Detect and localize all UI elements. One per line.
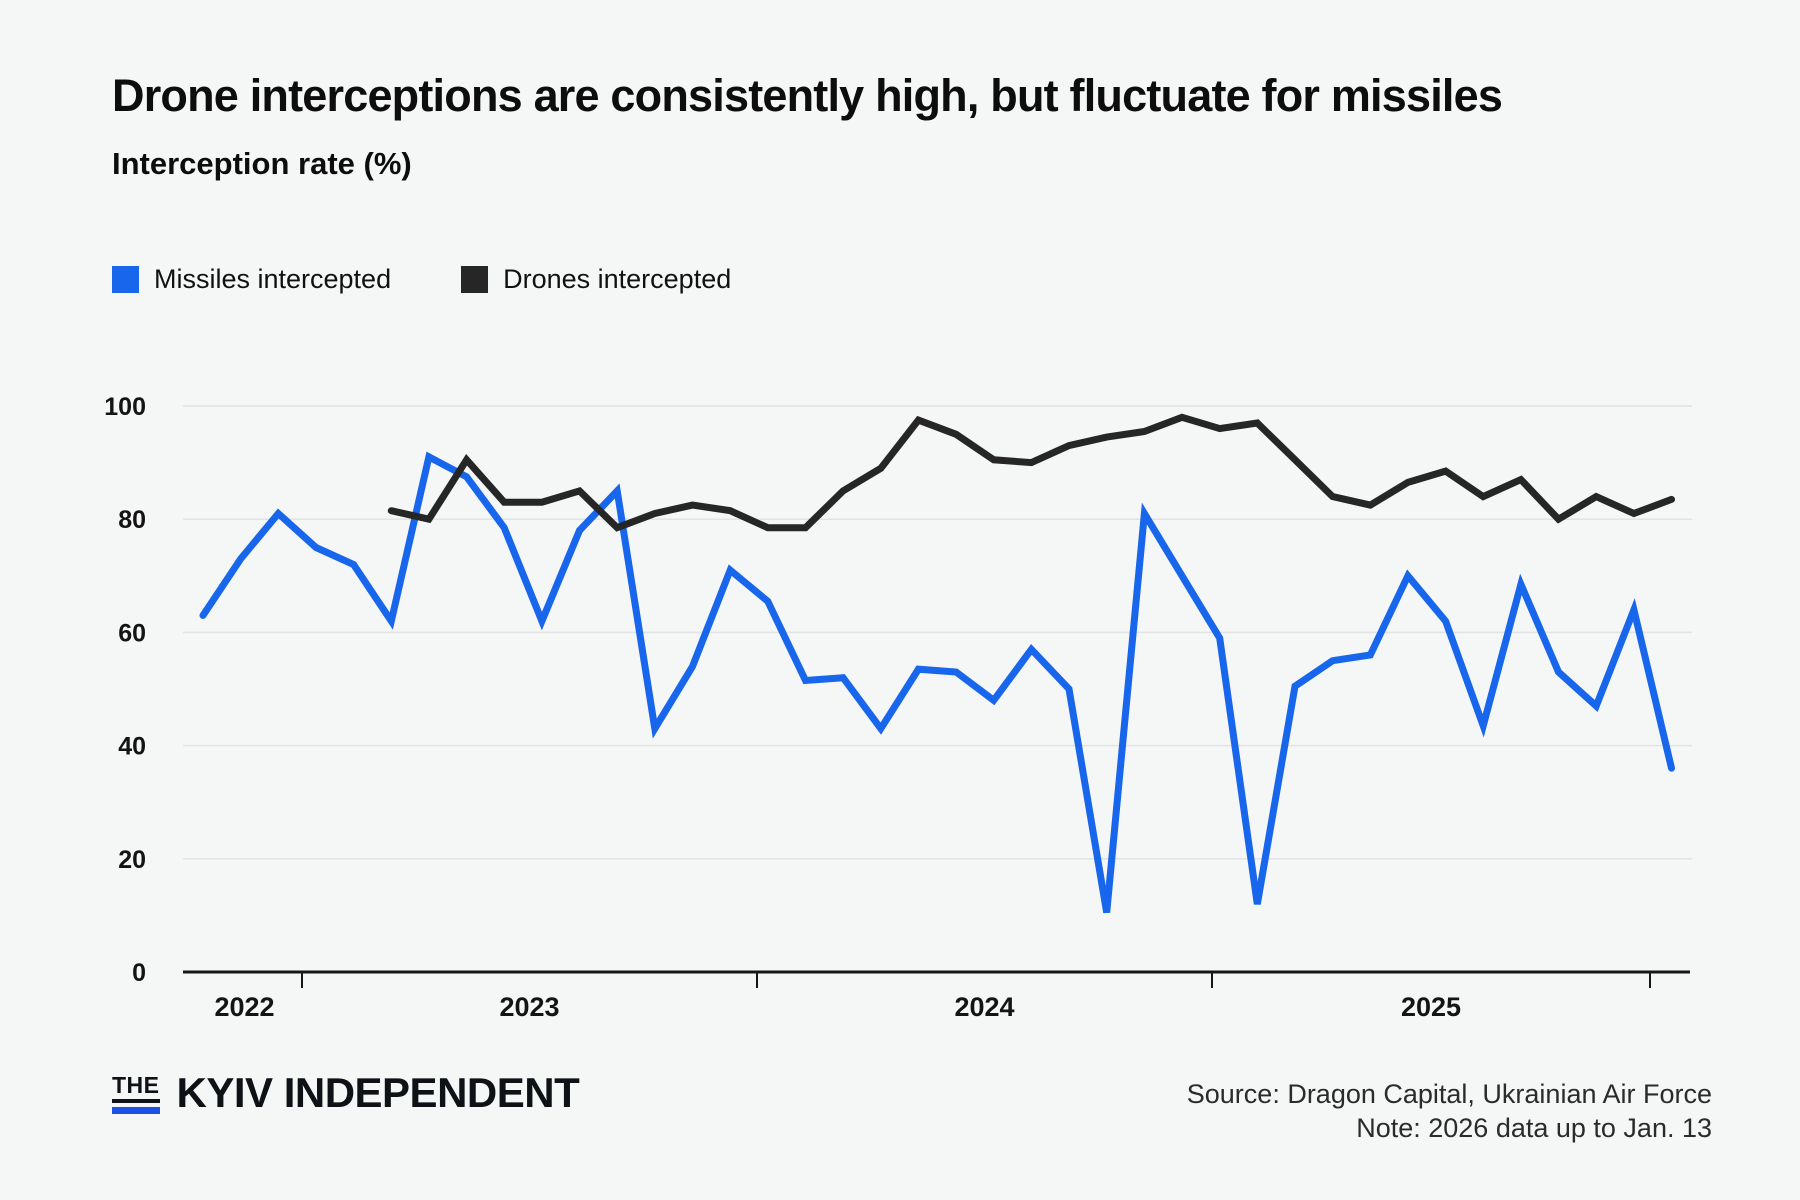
logo-the-text: THE [112,1074,160,1103]
missiles-swatch [112,266,139,293]
y-tick-label: 60 [118,619,146,647]
kyiv-independent-logo: THE KYIV INDEPENDENT [112,1069,580,1116]
logo-accent-bar [112,1107,160,1114]
legend-item-drones: Drones intercepted [461,264,731,295]
drones-line [387,413,1675,532]
y-tick-label: 100 [104,393,146,421]
source-note: Source: Dragon Capital, Ukrainian Air Fo… [1187,1078,1712,1146]
x-year-label: 2025 [1401,992,1461,1022]
y-tick-label: 0 [132,959,146,987]
y-tick-label: 80 [118,506,146,534]
drones-swatch [461,266,489,293]
x-year-label: 2023 [499,992,559,1022]
legend: Missiles intercepted Drones intercepted [112,264,731,295]
missiles-line [199,451,1675,914]
chart-subtitle: Interception rate (%) [112,146,412,181]
y-tick-label: 40 [118,733,146,761]
logo-name-text: KYIV INDEPENDENT [176,1069,580,1116]
x-year-label: 2022 [214,992,274,1022]
source-line: Source: Dragon Capital, Ukrainian Air Fo… [1186,1079,1712,1109]
x-year-label: 2024 [954,992,1014,1022]
y-tick-label: 20 [118,846,146,874]
page-title: Drone interceptions are consistently hig… [112,70,1503,121]
note-line: Note: 2026 data up to Jan. 13 [1356,1112,1712,1143]
legend-label-missiles: Missiles intercepted [154,264,392,294]
logo-the-block: THE [112,1074,160,1114]
legend-label-drones: Drones intercepted [503,264,732,294]
legend-item-missiles: Missiles intercepted [112,264,391,295]
